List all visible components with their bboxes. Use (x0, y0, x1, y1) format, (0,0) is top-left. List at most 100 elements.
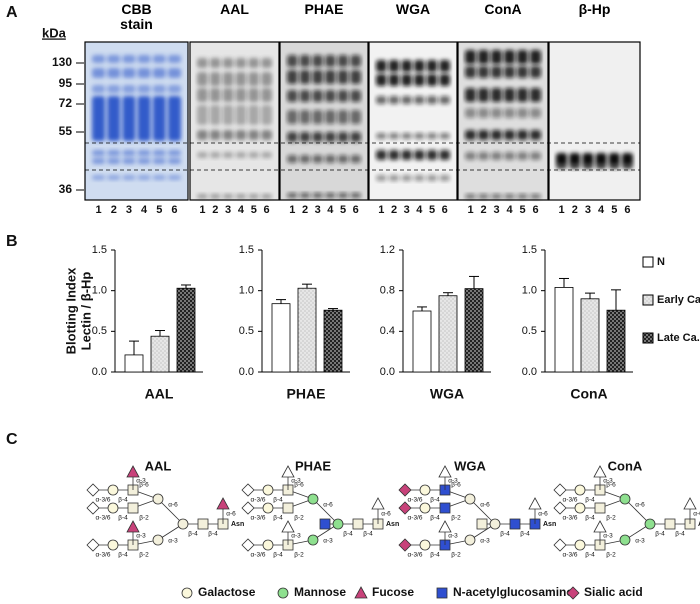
blot-band (426, 175, 438, 181)
blot-band (261, 152, 272, 158)
lane-number: 1 (289, 204, 295, 216)
blot-band (248, 88, 260, 102)
glycan-bond (157, 498, 184, 525)
glycan-title: AAL (145, 458, 172, 473)
marker-label: 95 (59, 76, 73, 90)
blot-band (491, 88, 502, 102)
blot-band (439, 74, 450, 86)
glycan-legend-label: N-acetylglucosamine (453, 585, 573, 599)
lane-number: 4 (416, 204, 423, 216)
blot-band (337, 155, 349, 163)
blot-band (414, 133, 425, 139)
blot-band (388, 60, 400, 72)
blot-band (478, 194, 489, 199)
blot-band (222, 58, 234, 68)
lane-number: 3 (404, 204, 410, 216)
glycan-circle (419, 539, 431, 551)
blot-band (582, 163, 594, 169)
blot-header: AAL (220, 1, 249, 17)
blot-band (209, 88, 221, 102)
blot-band (530, 130, 541, 140)
glycan-triangle (593, 465, 607, 478)
marker-label: 36 (59, 182, 73, 196)
blot-header: PHAE (304, 1, 344, 17)
glycan-triangle (371, 497, 385, 510)
blot-band (287, 70, 298, 84)
blot-band (209, 58, 221, 68)
blot-band (299, 90, 311, 102)
lane-number: 1 (467, 204, 473, 216)
lane-number: 1 (559, 204, 565, 216)
glycan-circle (619, 493, 631, 505)
glycan-circle (152, 534, 164, 546)
y-axis-label: Blotting Index (63, 267, 78, 354)
glycan-circle (419, 484, 431, 496)
blot-band (414, 150, 425, 160)
blot-band (517, 130, 528, 140)
blot-band (167, 85, 181, 93)
blot-band (621, 163, 633, 169)
glycan-triangle (281, 520, 295, 533)
blot-band (388, 133, 400, 139)
blot-band (556, 163, 568, 169)
blot-panel (457, 41, 549, 201)
blot-band (137, 55, 151, 63)
glycan-diamond (86, 483, 100, 497)
lane-number: 2 (212, 204, 218, 216)
blot-band (478, 130, 489, 140)
bar (580, 298, 600, 373)
legend-swatch (642, 294, 654, 306)
glycan-square (509, 518, 521, 530)
glycan-diamond (241, 483, 255, 497)
blot-header: CBB stain (120, 1, 153, 32)
legend-label: N (657, 256, 665, 268)
blot-band (478, 152, 489, 160)
blot-band (517, 152, 528, 160)
blot-band (197, 58, 208, 68)
blot-band (504, 130, 515, 140)
linkage-label: α-6 (226, 511, 236, 518)
blot-band (376, 150, 387, 160)
blot-band (167, 158, 181, 164)
blot-band (107, 96, 121, 141)
blot-band (556, 153, 568, 165)
blot-band (122, 150, 136, 156)
lane-number: 6 (624, 204, 630, 216)
blot-band (261, 105, 272, 125)
lane-number: 2 (391, 204, 397, 216)
linkage-label: α-6 (168, 502, 178, 509)
bar (412, 310, 432, 373)
blot-band (261, 194, 272, 199)
blot-band (325, 132, 336, 142)
blot-band (299, 132, 311, 142)
blot-band (504, 108, 515, 118)
blot-band (350, 132, 361, 142)
linkage-label: β-2 (606, 515, 616, 522)
lane-number: 5 (611, 204, 617, 216)
blot-band (287, 55, 298, 67)
linkage-label: β-4 (585, 552, 595, 559)
glycan-circle (177, 518, 189, 530)
blot-band (152, 96, 166, 141)
legend-label: Early Ca. (657, 294, 700, 306)
blot-band (92, 150, 106, 156)
blot-band (426, 150, 438, 160)
blot-band (167, 175, 181, 180)
blot-band (491, 50, 502, 64)
glycan-circle (464, 534, 476, 546)
lane-number: 4 (506, 204, 513, 216)
y-tick-label: 0.5 (92, 325, 107, 337)
blot-band (209, 194, 221, 199)
linkage-label: α-6 (323, 502, 333, 509)
blot-band (167, 150, 181, 156)
y-tick-label: 1.0 (239, 285, 254, 297)
glycan-circle (307, 493, 319, 505)
linkage-label: α-6 (635, 502, 645, 509)
blot-band (197, 152, 208, 158)
blot-band (107, 85, 121, 93)
blot-band (299, 110, 311, 124)
blot-band (376, 175, 387, 181)
lane-number: 3 (315, 204, 321, 216)
blot-band (517, 50, 528, 64)
blot-band (401, 150, 412, 160)
